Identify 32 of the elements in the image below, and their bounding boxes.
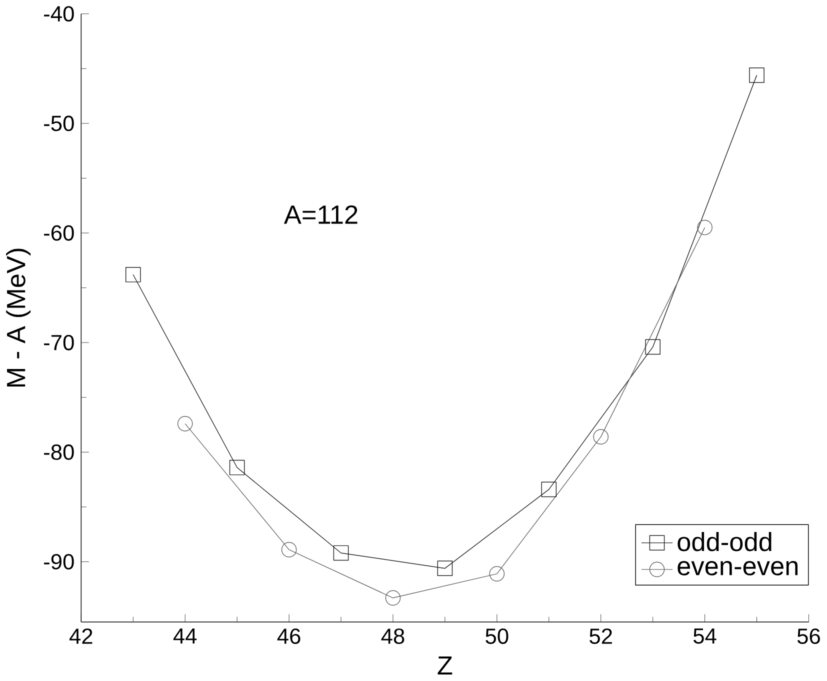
- x-tick-label: 54: [694, 628, 716, 644]
- x-tick-label: 44: [173, 628, 197, 644]
- y-tick-label: -50: [44, 116, 74, 132]
- x-tick-label: 42: [70, 628, 92, 644]
- x-tick-label: 50: [486, 628, 508, 644]
- point: [489, 566, 505, 582]
- point: [697, 220, 712, 236]
- legend-label: even-even: [678, 561, 798, 576]
- point: [593, 429, 609, 445]
- x-tick-label: 52: [590, 628, 612, 644]
- point: [437, 560, 453, 576]
- x-tick-label: 56: [797, 628, 820, 644]
- point: [541, 482, 557, 498]
- legend-label: odd-odd: [678, 532, 772, 552]
- y-axis-title: M - A (MeV): [6, 248, 31, 387]
- point: [749, 68, 764, 84]
- x-axis-title: Z: [438, 656, 452, 675]
- y-tick-label: -80: [44, 444, 74, 460]
- annotation: A=112: [284, 206, 358, 224]
- point: [385, 590, 401, 606]
- point: [177, 416, 193, 432]
- y-tick-label: -70: [44, 335, 74, 350]
- y-tick-label: -90: [44, 554, 74, 570]
- y-tick-label: -40: [44, 6, 74, 22]
- x-tick-label: 46: [277, 628, 300, 644]
- x-tick-label: 48: [381, 628, 404, 644]
- point: [229, 460, 245, 476]
- point: [333, 545, 349, 561]
- point: [281, 542, 297, 558]
- point: [645, 339, 660, 355]
- y-tick-label: -60: [44, 225, 74, 241]
- point: [125, 267, 141, 282]
